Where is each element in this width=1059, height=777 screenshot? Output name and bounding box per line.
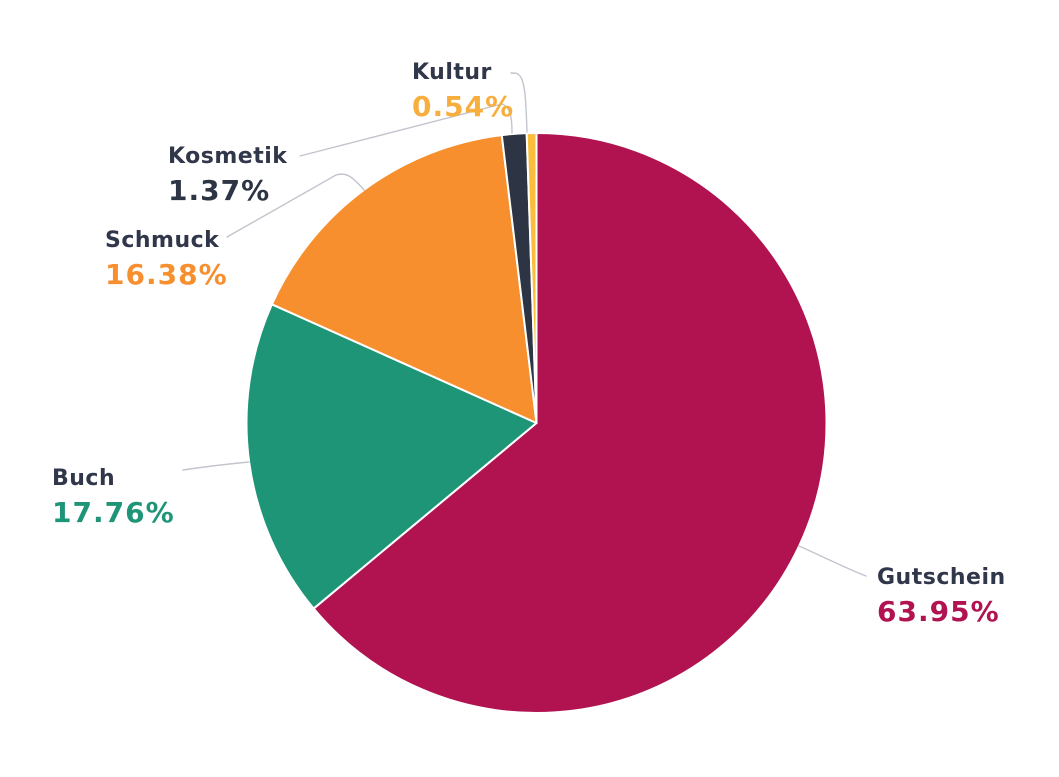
label-schmuck-name: Schmuck — [105, 228, 220, 253]
label-kosmetik: Kosmetik 1.37% — [168, 146, 287, 205]
label-gutschein-name: Gutschein — [877, 565, 1006, 590]
pie-slice-schmuck[interactable] — [270, 134, 538, 424]
leader-line-kosmetik — [299, 103, 513, 157]
label-kultur-name: Kultur — [412, 60, 492, 85]
label-buch-name: Buch — [52, 466, 116, 491]
leader-line-kultur — [510, 72, 528, 133]
label-buch: Buch 17.76% — [52, 468, 175, 527]
label-gutschein: Gutschein 63.95% — [877, 567, 1006, 626]
label-kultur-value: 0.54% — [412, 90, 515, 123]
leader-line-gutschein — [798, 545, 867, 577]
leader-lines-group — [182, 72, 867, 577]
label-schmuck-value: 16.38% — [105, 258, 228, 291]
label-kosmetik-value: 1.37% — [168, 174, 271, 207]
pie-slices-group — [245, 132, 828, 714]
label-gutschein-value: 63.95% — [877, 595, 1000, 628]
pie-slice-kultur[interactable] — [525, 132, 538, 424]
label-schmuck: Schmuck 16.38% — [105, 230, 228, 289]
label-kosmetik-name: Kosmetik — [168, 144, 288, 169]
leader-line-buch — [182, 461, 250, 471]
leader-line-schmuck — [226, 173, 365, 238]
label-kultur: Kultur 0.54% — [412, 62, 514, 121]
label-buch-value: 17.76% — [52, 496, 175, 529]
